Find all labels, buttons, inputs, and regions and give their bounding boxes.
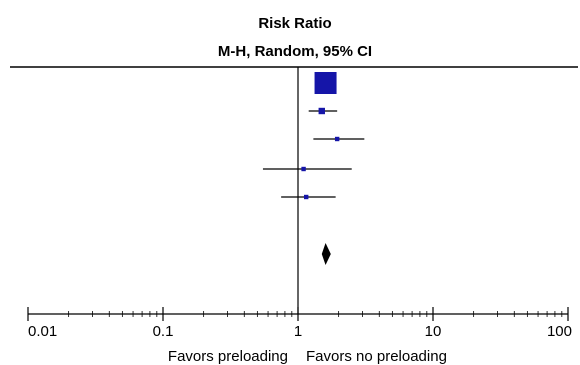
favors-left-label: Favors preloading	[168, 348, 288, 365]
study-marker	[314, 72, 337, 94]
study-marker	[318, 107, 325, 115]
x-tick-label: 100	[547, 323, 572, 340]
study-marker	[334, 136, 340, 142]
study-marker	[301, 166, 306, 172]
plot-area: 0.01 0.1 1 10 100	[27, 67, 572, 340]
chart-title: Risk Ratio	[258, 15, 331, 32]
x-tick-label: 0.01	[28, 323, 57, 340]
x-tick-label: 1	[294, 323, 302, 340]
favors-right-label: Favors no preloading	[306, 348, 447, 365]
x-tick-label: 0.1	[153, 323, 174, 340]
pooled-diamond	[321, 243, 331, 265]
x-tick-label: 10	[425, 323, 442, 340]
study-marker	[303, 194, 309, 200]
chart-subtitle: M-H, Random, 95% CI	[218, 43, 372, 60]
